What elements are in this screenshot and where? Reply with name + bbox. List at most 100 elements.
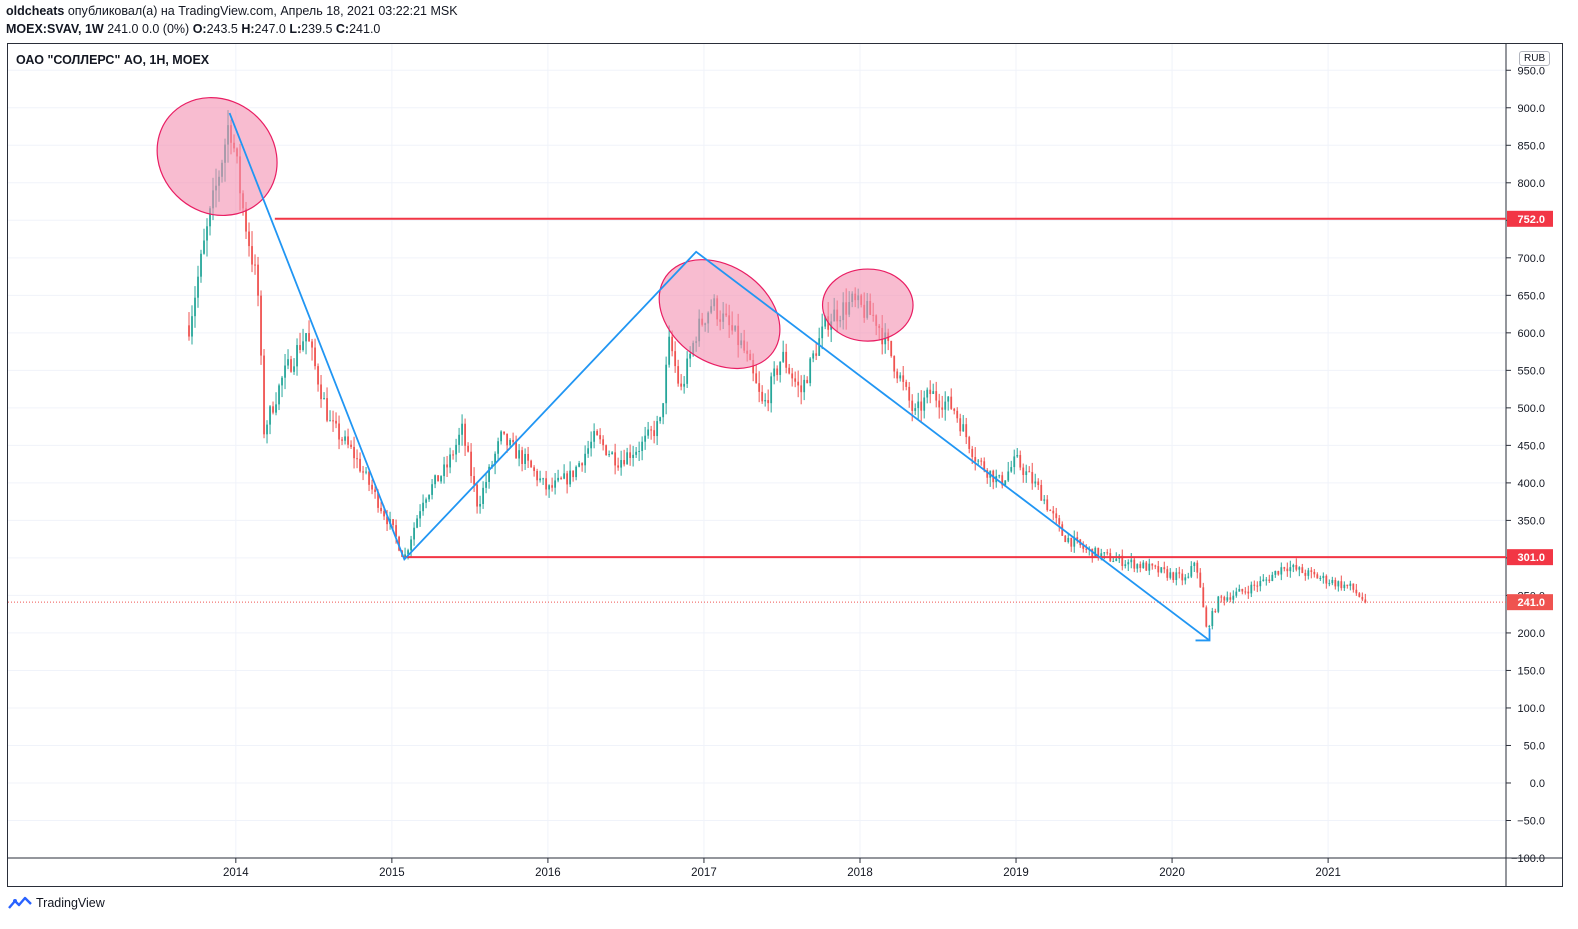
candle-body [1364,599,1367,603]
candle-body [1043,499,1046,501]
candle-body [500,431,502,442]
footer-brand[interactable]: TradingView [8,896,105,910]
y-tick-label: 950.0 [1517,65,1545,77]
candle-body [1073,537,1076,547]
candle-body [998,475,1001,477]
candle-body [443,464,445,477]
candle-body [1013,456,1016,468]
candle-body [206,226,208,241]
candle-body [1004,480,1007,486]
candle-body [194,297,196,317]
candle-body [1295,564,1298,570]
candle-body [626,452,629,465]
candle-body [572,470,575,478]
candle-body [950,396,953,409]
y-tick-label: 650.0 [1517,290,1545,302]
candle-body [902,375,905,382]
candle-body [1229,597,1232,600]
candle-body [188,325,190,337]
candle-body [1274,571,1277,575]
publish-info: oldcheats опубликовал(а) на TradingView.… [6,4,458,18]
candle-body [365,471,367,473]
candle-body [326,398,328,421]
candle-body [824,316,827,327]
candle-body [542,478,545,480]
candle-body [638,450,641,452]
candle-body [1097,547,1100,558]
candle-body [374,489,376,492]
candle-body [1010,467,1013,472]
candle-body [473,476,475,485]
candle-body [980,460,983,462]
low-value: 239.5 [301,22,333,36]
candle-body [1301,567,1304,573]
candle-body [245,208,247,232]
candle-body [485,481,487,488]
y-tick-label: 500.0 [1517,403,1545,415]
candle-body [353,446,355,459]
y-tick-label: 450.0 [1517,440,1545,452]
candle-body [518,450,520,459]
candle-body [1115,558,1118,562]
candle-body [329,420,331,422]
candle-body [548,485,551,490]
candle-body [536,470,539,481]
candle-body [557,477,560,481]
candle-body [1349,583,1352,586]
x-tick-label: 2014 [223,867,249,879]
candle-body [323,398,325,400]
candle-body [260,295,262,356]
candle-body [788,367,791,374]
candle-body [599,435,602,440]
candle-body [554,480,557,488]
candle-body [1058,518,1061,525]
candle-body [773,368,776,377]
candle-body [377,491,379,508]
candle-body [629,452,632,458]
candle-body [290,359,292,372]
candle-body [203,240,205,254]
candle-body [1331,580,1334,584]
candle-body [479,503,481,507]
y-tick-label: 400.0 [1517,478,1545,490]
candle-body [431,484,433,495]
author-name[interactable]: oldcheats [6,4,65,18]
candle-body [1271,574,1274,581]
candle-body [893,356,896,372]
candle-body [1190,566,1193,577]
currency-button[interactable]: RUB [1519,51,1551,66]
symbol-label[interactable]: MOEX:SVAV, 1W [6,22,104,36]
candle-body [440,476,442,482]
candles [188,110,1367,630]
candle-body [1220,596,1223,598]
candle-body [644,435,647,442]
candle-body [677,366,680,384]
candle-body [416,518,418,528]
candle-body [767,400,770,404]
candle-body [1244,591,1247,593]
candle-body [593,431,596,442]
candle-body [1145,562,1148,571]
candle-body [959,418,962,432]
candle-body [422,502,424,512]
candle-body [602,439,605,446]
candle-body [1250,584,1253,594]
candle-body [1247,591,1250,594]
candle-body [770,376,773,404]
candle-body [665,364,668,404]
candle-body [911,400,914,411]
candle-body [1223,597,1226,601]
candle-body [1127,562,1130,565]
candle-body [1133,559,1136,569]
candle-body [1316,574,1319,579]
y-tick-label: 550.0 [1517,365,1545,377]
x-tick-label: 2018 [847,867,873,879]
candle-body [1151,563,1154,566]
candle-body [932,391,935,394]
candle-body [1106,552,1109,554]
candle-body [296,345,298,367]
candle-body [1265,579,1268,581]
candle-body [1037,481,1040,485]
x-tick-label: 2021 [1315,867,1341,879]
